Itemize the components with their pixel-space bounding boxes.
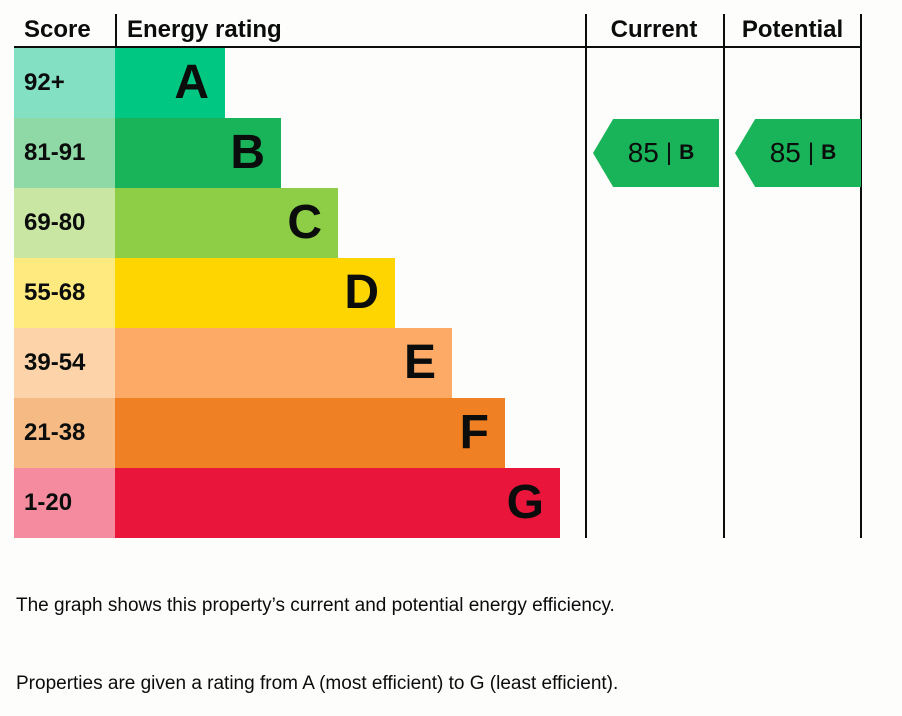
band-score-label: 21-38 (24, 419, 86, 446)
graph-description-text: The graph shows this property’s current … (16, 595, 615, 616)
rating-scale-text: Properties are given a rating from A (mo… (16, 673, 619, 694)
potential-column-divider (723, 14, 725, 538)
band-letter: C (287, 196, 322, 249)
potential-rating-value: 85 (769, 137, 801, 168)
band-score-cell: 81-91 (14, 118, 115, 188)
band-row: 1-20 G (14, 468, 862, 538)
band-letter: D (344, 266, 379, 319)
band-row: 69-80 C (14, 188, 862, 258)
band-score-label: 92+ (24, 69, 65, 96)
band-row: 92+ A (14, 48, 862, 118)
band-score-cell: 92+ (14, 48, 115, 118)
band-score-label: 81-91 (24, 139, 86, 166)
score-column-divider (115, 14, 117, 48)
band-rows: 92+ A 81-91 B 69-80 C 55-68 (14, 48, 862, 538)
band-row: 21-38 F (14, 398, 862, 468)
graph-header-row: Score Energy rating Current Potential (14, 14, 862, 48)
band-score-cell: 69-80 (14, 188, 115, 258)
band-letter: G (506, 476, 544, 529)
header-energy-rating: Energy rating (127, 16, 282, 43)
header-potential: Potential (741, 16, 844, 43)
current-column-divider (585, 14, 587, 538)
band-score-label: 55-68 (24, 279, 86, 306)
band-score-label: 39-54 (24, 349, 86, 376)
header-current: Current (610, 16, 698, 43)
band-row: 39-54 E (14, 328, 862, 398)
right-edge-divider (860, 14, 862, 538)
band-bar: D (115, 258, 395, 328)
band-bar: A (115, 48, 225, 118)
potential-rating-separator: | (807, 139, 815, 166)
potential-rating-letter: B (821, 141, 837, 164)
band-letter: B (230, 126, 265, 179)
band-bar: C (115, 188, 338, 258)
current-rating-letter: B (679, 141, 695, 164)
current-rating-value: 85 (627, 137, 659, 168)
header-score: Score (24, 16, 91, 43)
band-row: 81-91 B (14, 118, 862, 188)
band-bar: G (115, 468, 560, 538)
band-bar: F (115, 398, 505, 468)
band-score-cell: 55-68 (14, 258, 115, 328)
band-score-cell: 21-38 (14, 398, 115, 468)
band-bar: E (115, 328, 452, 398)
current-rating-arrow: 85 | B (593, 119, 719, 187)
band-letter: E (403, 336, 436, 389)
epc-rating-graph: Score Energy rating Current Potential 92… (14, 14, 862, 538)
band-score-cell: 1-20 (14, 468, 115, 538)
band-bar: B (115, 118, 281, 188)
current-rating-separator: | (665, 139, 673, 166)
band-score-cell: 39-54 (14, 328, 115, 398)
potential-rating-arrow: 85 | B (735, 119, 861, 187)
band-row: 55-68 D (14, 258, 862, 328)
band-score-label: 1-20 (24, 489, 73, 516)
band-letter: A (174, 56, 209, 109)
band-letter: F (459, 406, 489, 459)
band-score-label: 69-80 (24, 209, 86, 236)
